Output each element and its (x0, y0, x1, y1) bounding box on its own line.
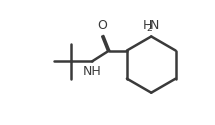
Text: O: O (97, 19, 107, 32)
Text: H: H (143, 19, 152, 32)
Text: 2: 2 (147, 24, 152, 33)
Text: N: N (150, 19, 159, 32)
Text: NH: NH (82, 65, 101, 78)
